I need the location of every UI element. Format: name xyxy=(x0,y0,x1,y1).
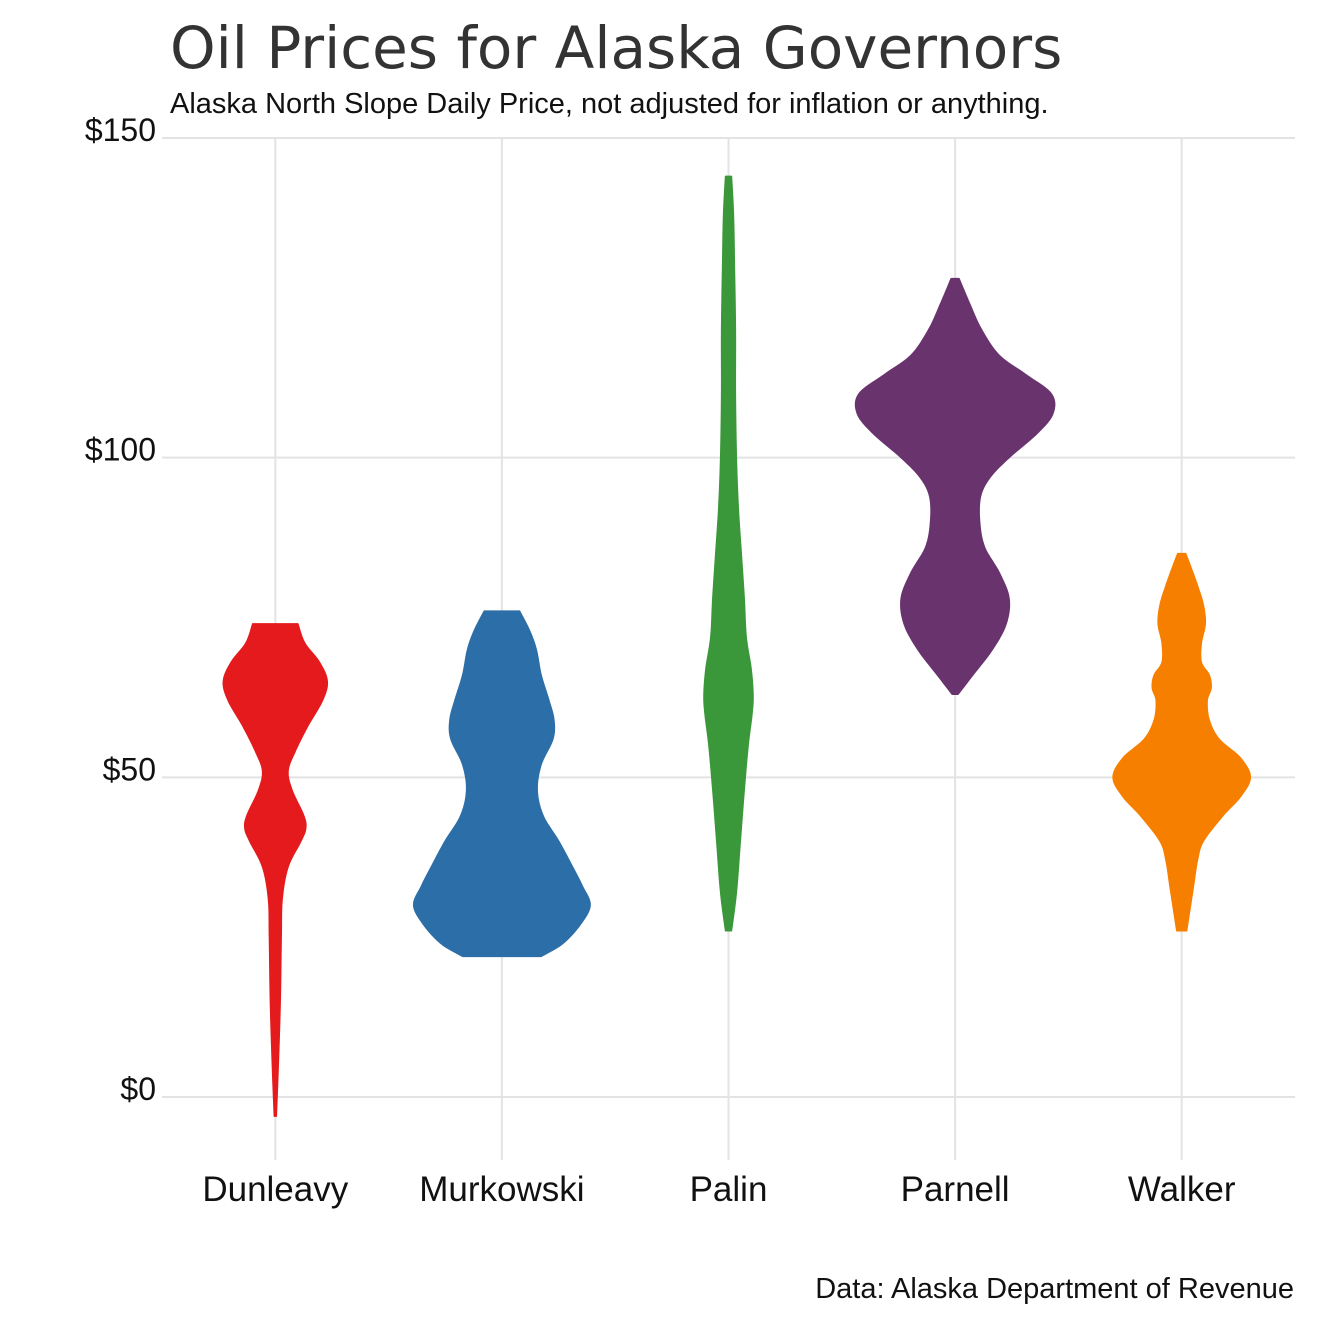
y-axis-ticks: $0 $50 $100 $150 xyxy=(85,112,156,1107)
x-axis-ticks: Dunleavy Murkowski Palin Parnell Walker xyxy=(202,1170,1235,1209)
violin-palin xyxy=(703,175,754,932)
violin-murkowski xyxy=(412,610,591,958)
y-tick-label: $50 xyxy=(103,751,156,787)
x-tick-label: Parnell xyxy=(901,1170,1010,1209)
y-tick-label: $100 xyxy=(85,432,156,468)
y-tick-label: $0 xyxy=(120,1071,156,1107)
violin-parnell xyxy=(854,277,1056,695)
x-tick-label: Dunleavy xyxy=(202,1170,348,1209)
x-tick-label: Walker xyxy=(1128,1170,1236,1209)
x-tick-label: Palin xyxy=(690,1170,768,1209)
chart-subtitle: Alaska North Slope Daily Price, not adju… xyxy=(170,88,1049,120)
violins xyxy=(222,175,1252,1117)
violin-dunleavy xyxy=(222,623,329,1117)
chart-title: Oil Prices for Alaska Governors xyxy=(170,14,1062,82)
violin-walker xyxy=(1112,552,1252,932)
y-tick-label: $150 xyxy=(85,112,156,148)
chart-caption: Data: Alaska Department of Revenue xyxy=(815,1273,1294,1305)
x-tick-label: Murkowski xyxy=(419,1170,584,1209)
